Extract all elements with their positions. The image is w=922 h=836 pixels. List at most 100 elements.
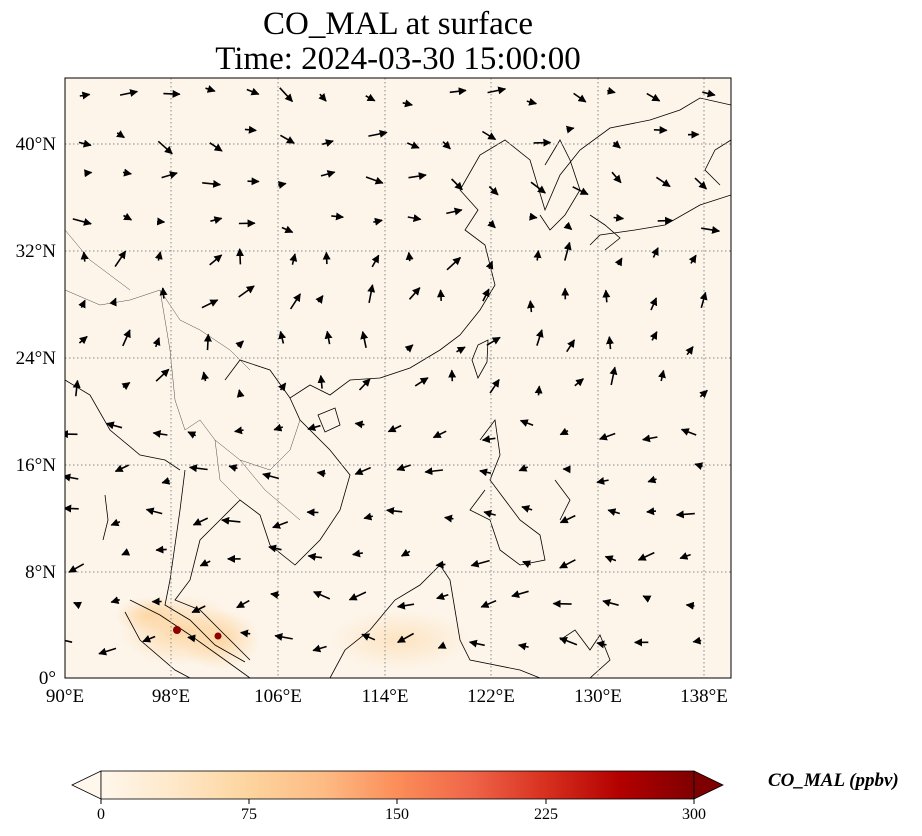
wind-arrow	[559, 559, 576, 569]
wind-arrow	[552, 599, 572, 608]
wind-arrow	[602, 289, 611, 303]
wind-arrow	[480, 599, 497, 608]
wind-arrow	[526, 97, 538, 106]
coastlines	[65, 97, 731, 678]
lon-tick-label: 122°E	[467, 686, 515, 707]
wind-arrow	[699, 291, 708, 309]
wind-arrow	[236, 248, 245, 265]
wind-arrow	[658, 369, 666, 382]
wind-arrow	[368, 129, 388, 138]
lon-tick-label: 114°E	[361, 686, 409, 707]
lat-tick-label: 16°N	[15, 455, 56, 476]
wind-arrow	[646, 92, 661, 102]
wind-arrow	[105, 421, 123, 430]
wind-arrow	[365, 93, 376, 102]
wind-arrow	[192, 517, 209, 526]
wind-arrow	[572, 186, 589, 196]
wind-arrow	[435, 560, 446, 569]
wind-arrow	[482, 288, 490, 302]
borders	[65, 229, 301, 521]
wind-arrow	[72, 379, 81, 397]
wind-arrow	[114, 464, 130, 473]
wind-arrow	[607, 508, 621, 516]
wind-arrow	[646, 507, 657, 516]
wind-arrow	[154, 251, 163, 261]
wind-arrow	[156, 217, 166, 226]
wind-arrow	[489, 378, 500, 394]
hotspot-malacca-strait	[214, 632, 222, 640]
wind-arrow	[487, 219, 496, 229]
wind-arrow	[521, 505, 533, 513]
wind-arrow	[408, 172, 427, 181]
wind-arrow	[157, 140, 173, 155]
wind-arrow	[488, 185, 499, 196]
wind-arrow	[701, 226, 721, 234]
wind-arrow	[121, 381, 131, 391]
wind-arrow	[331, 212, 344, 221]
wind-arrow	[612, 140, 621, 149]
wind-arrow	[692, 636, 702, 645]
wind-arrow	[307, 552, 323, 561]
wind-arrow	[161, 171, 178, 179]
wind-arrow	[352, 549, 363, 558]
wind-arrow	[637, 551, 655, 561]
wind-arrow	[273, 423, 284, 432]
wind-arrow	[559, 427, 569, 436]
wind-arrow	[110, 518, 121, 527]
wind-arrow	[322, 139, 334, 147]
wind-arrow	[414, 377, 429, 387]
wind-arrow	[155, 545, 167, 554]
wind-arrow	[238, 285, 255, 298]
wind-arrow	[485, 260, 494, 270]
wind-arrow	[487, 86, 507, 95]
wind-vectors	[65, 85, 721, 656]
colorbar-extend-max	[693, 770, 724, 800]
wind-arrow	[479, 468, 492, 477]
wind-arrow	[448, 369, 457, 382]
wind-arrow	[371, 254, 380, 268]
wind-arrow	[78, 139, 92, 148]
map-frame	[64, 77, 732, 679]
wind-arrow	[315, 295, 324, 304]
wind-arrow	[159, 287, 168, 299]
wind-arrow	[694, 177, 707, 190]
wind-arrow	[161, 476, 171, 485]
wind-arrow	[122, 329, 131, 347]
wind-arrow	[407, 214, 422, 223]
wind-arrow	[80, 251, 89, 262]
wind-arrow	[446, 207, 463, 216]
wind-arrow	[289, 253, 298, 265]
wind-arrow	[533, 249, 542, 261]
wind-arrow	[65, 636, 73, 645]
wind-arrow	[517, 642, 529, 651]
wind-arrow	[609, 366, 618, 386]
wind-arrow	[221, 516, 241, 525]
wind-arrow	[187, 634, 196, 643]
wind-arrow	[199, 559, 211, 567]
lat-tick-label: 24°N	[15, 348, 56, 369]
wind-arrow	[486, 336, 501, 346]
wind-arrow	[563, 221, 573, 231]
wind-arrow	[262, 472, 280, 480]
wind-arrow	[535, 329, 544, 346]
wind-arrow	[563, 241, 572, 261]
wind-arrow	[354, 420, 365, 429]
wind-arrow	[114, 250, 127, 268]
wind-arrow	[209, 254, 223, 266]
wind-arrow	[110, 596, 120, 604]
wind-arrow	[529, 212, 538, 221]
lon-tick-label: 106°E	[254, 686, 302, 707]
wind-arrow	[312, 591, 331, 600]
wind-arrow	[145, 507, 163, 516]
wind-arrow	[360, 330, 369, 348]
wind-arrow	[386, 506, 403, 515]
wind-arrow	[268, 544, 282, 553]
wind-arrow	[210, 216, 223, 224]
wind-arrow	[481, 435, 496, 444]
lat-tick-label: 40°N	[15, 134, 56, 155]
wind-arrow	[123, 212, 133, 221]
colorbar	[71, 770, 724, 804]
wind-arrow	[65, 504, 79, 513]
wind-arrow	[613, 213, 625, 222]
wind-arrow	[404, 344, 414, 353]
